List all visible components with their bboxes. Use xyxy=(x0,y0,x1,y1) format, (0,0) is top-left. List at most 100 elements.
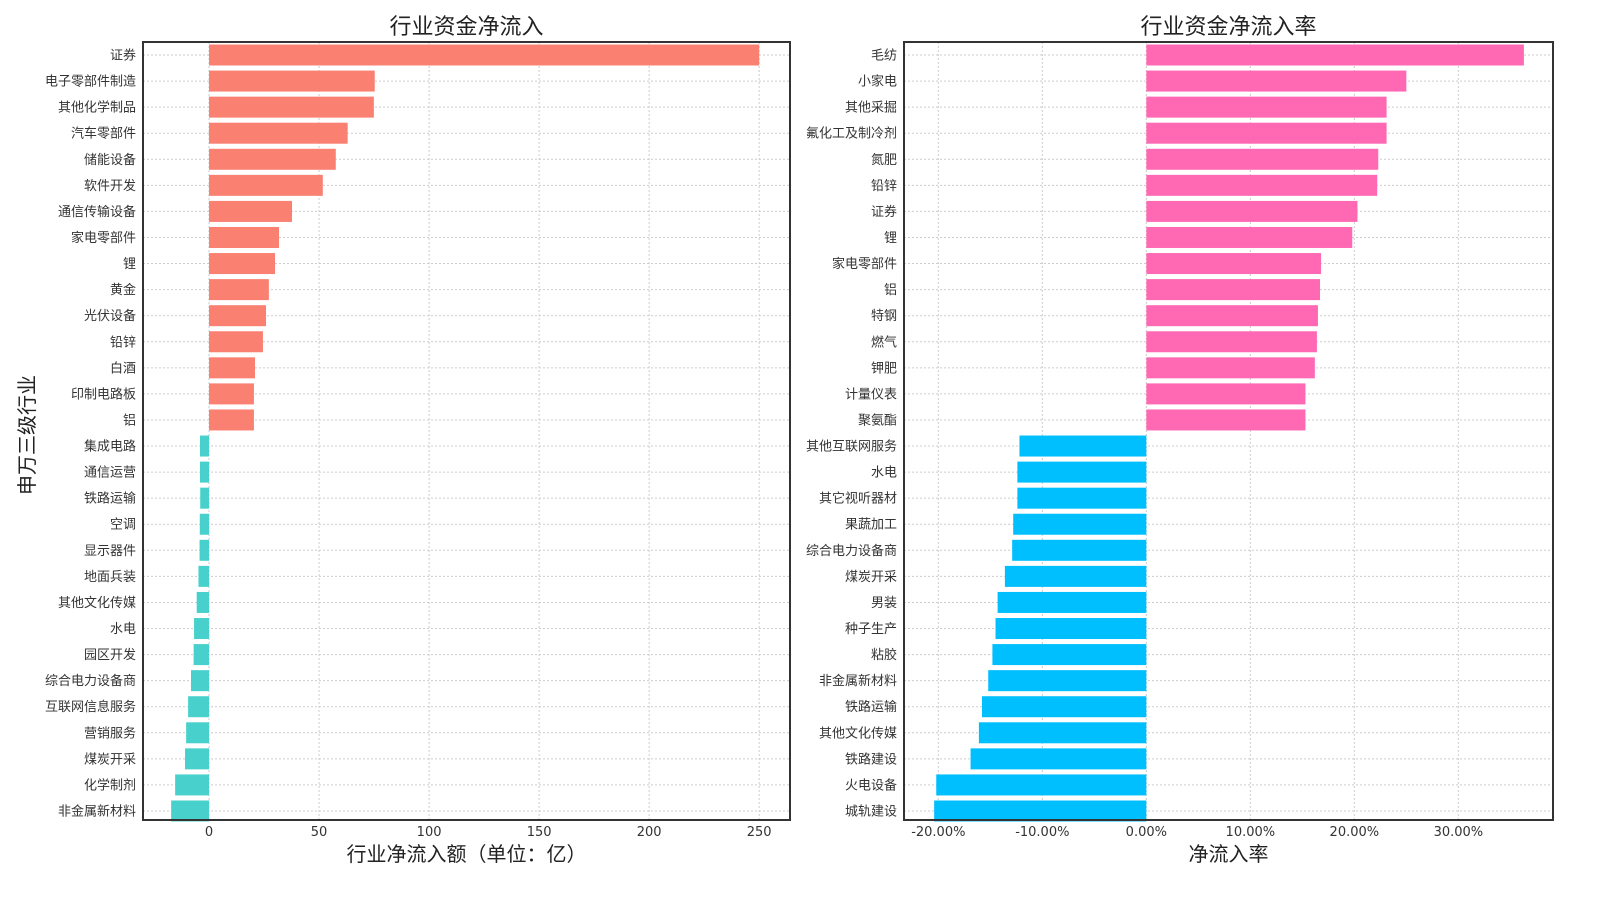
y-tick-label: 氟化工及制冷剂 xyxy=(806,127,897,142)
y-tick-label: 果蔬加工 xyxy=(845,518,897,533)
bar-12 xyxy=(209,357,256,379)
y-tick-label: 光伏设备 xyxy=(84,308,136,324)
bar-16 xyxy=(1017,461,1147,483)
bar-22 xyxy=(194,618,210,640)
plot-frame xyxy=(903,41,1554,821)
y-tick-label: 证券 xyxy=(871,204,897,220)
panel-net-inflow-rate: -20.00% -10.00% 0.00% 10.00% 20.00% 30.00% 毛纺小… xyxy=(806,15,1554,866)
y-tick-label: 铁路运输 xyxy=(84,491,136,507)
x-tick-label: 50 xyxy=(311,825,328,840)
bar-0 xyxy=(1146,44,1524,66)
bar-13 xyxy=(1146,383,1306,405)
x-tick-label: 250 xyxy=(747,825,772,840)
bar-20 xyxy=(1004,565,1147,587)
bar-14 xyxy=(1146,409,1306,431)
y-tick-label: 电子零部件制造 xyxy=(45,75,136,90)
x-tick-label: 0.00% xyxy=(1126,825,1167,840)
y-tick-label: 化学制剂 xyxy=(84,777,136,793)
bar-27 xyxy=(970,748,1147,770)
bar-17 xyxy=(200,487,210,509)
x-tick-label: 30.00% xyxy=(1434,825,1484,840)
y-tick-label: 种子生产 xyxy=(845,622,897,637)
y-tick-label: 通信传输设备 xyxy=(58,204,136,220)
bar-21 xyxy=(997,591,1147,613)
y-axis-label: 申万三级行业 xyxy=(15,375,39,495)
y-tick-label: 锂 xyxy=(123,257,136,272)
bar-6 xyxy=(1146,200,1358,222)
bar-28 xyxy=(175,774,210,796)
y-tick-label: 燃气 xyxy=(871,334,897,350)
bar-23 xyxy=(992,644,1147,666)
bar-1 xyxy=(1146,70,1407,92)
bar-3 xyxy=(209,122,348,144)
bar-8 xyxy=(1146,253,1322,275)
y-tick-label: 其它视听器材 xyxy=(819,491,897,507)
y-tick-label: 其他文化传媒 xyxy=(819,726,897,741)
y-tick-label: 水电 xyxy=(110,622,136,637)
bar-7 xyxy=(1146,226,1353,248)
y-tick-label: 互联网信息服务 xyxy=(45,699,136,715)
y-tick-label: 其他采掘 xyxy=(845,101,897,116)
y-tick-label: 铅锌 xyxy=(110,335,136,350)
x-tick-label: 10.00% xyxy=(1226,825,1276,840)
bar-18 xyxy=(199,513,210,535)
bar-10 xyxy=(1146,305,1318,327)
bar-9 xyxy=(209,279,269,301)
bar-19 xyxy=(1012,539,1147,561)
plot-frame xyxy=(142,41,791,821)
bar-29 xyxy=(171,800,210,822)
y-tick-label: 非金属新材料 xyxy=(819,673,897,689)
chart-title: 行业资金净流入率 xyxy=(1140,15,1316,40)
y-tick-label: 特钢 xyxy=(871,309,897,324)
y-tick-label: 火电设备 xyxy=(845,777,897,793)
bar-27 xyxy=(185,748,210,770)
y-tick-label: 家电零部件 xyxy=(71,230,136,246)
bar-24 xyxy=(988,670,1147,692)
bar-4 xyxy=(209,148,336,170)
bar-10 xyxy=(209,305,267,327)
bar-21 xyxy=(196,591,210,613)
bar-4 xyxy=(1146,148,1379,170)
bar-24 xyxy=(190,670,210,692)
y-tick-label: 铁路运输 xyxy=(845,699,897,715)
bar-2 xyxy=(1146,96,1387,118)
chart-title: 行业资金净流入 xyxy=(389,15,543,40)
y-tick-label: 显示器件 xyxy=(84,544,136,559)
bar-23 xyxy=(193,644,210,666)
bar-17 xyxy=(1017,487,1147,509)
panel-net-inflow: 0 50 100 150 200 250 证券电子零部件制造其他化学制品汽车零部件储能设备软… xyxy=(45,15,791,866)
y-tick-label: 空调 xyxy=(110,518,136,533)
y-tick-label: 煤炭开采 xyxy=(84,752,136,767)
y-tick-label: 软件开发 xyxy=(84,178,136,194)
y-tick-label: 集成电路 xyxy=(84,439,136,455)
y-tick-label: 综合电力设备商 xyxy=(806,543,897,559)
y-tick-label: 煤炭开采 xyxy=(845,570,897,585)
x-tick-label: 20.00% xyxy=(1330,825,1380,840)
x-axis-label: 行业净流入额（单位：亿） xyxy=(347,842,587,866)
y-tick-label: 印制电路板 xyxy=(71,386,136,402)
y-tick-label: 铝 xyxy=(884,283,897,298)
bar-26 xyxy=(978,722,1147,744)
x-tick-label: 0 xyxy=(205,825,213,840)
x-axis-label: 净流入率 xyxy=(1189,842,1269,866)
bar-26 xyxy=(186,722,210,744)
bar-20 xyxy=(198,565,210,587)
y-tick-label: 钾肥 xyxy=(871,361,897,376)
bar-28 xyxy=(936,774,1147,796)
y-tick-label: 氮肥 xyxy=(871,153,897,168)
bar-11 xyxy=(209,331,263,353)
bar-18 xyxy=(1013,513,1147,535)
bar-22 xyxy=(995,618,1147,640)
bar-1 xyxy=(209,70,375,92)
bar-14 xyxy=(209,409,254,431)
bar-25 xyxy=(188,696,210,718)
x-tick-label: 200 xyxy=(637,825,662,840)
bar-9 xyxy=(1146,279,1321,301)
y-tick-label: 铝 xyxy=(123,413,136,428)
y-tick-label: 小家电 xyxy=(858,74,897,90)
y-tick-label: 锂 xyxy=(884,231,897,246)
y-tick-label: 男装 xyxy=(871,596,897,611)
bar-29 xyxy=(934,800,1147,822)
x-tick-label: 150 xyxy=(527,825,552,840)
